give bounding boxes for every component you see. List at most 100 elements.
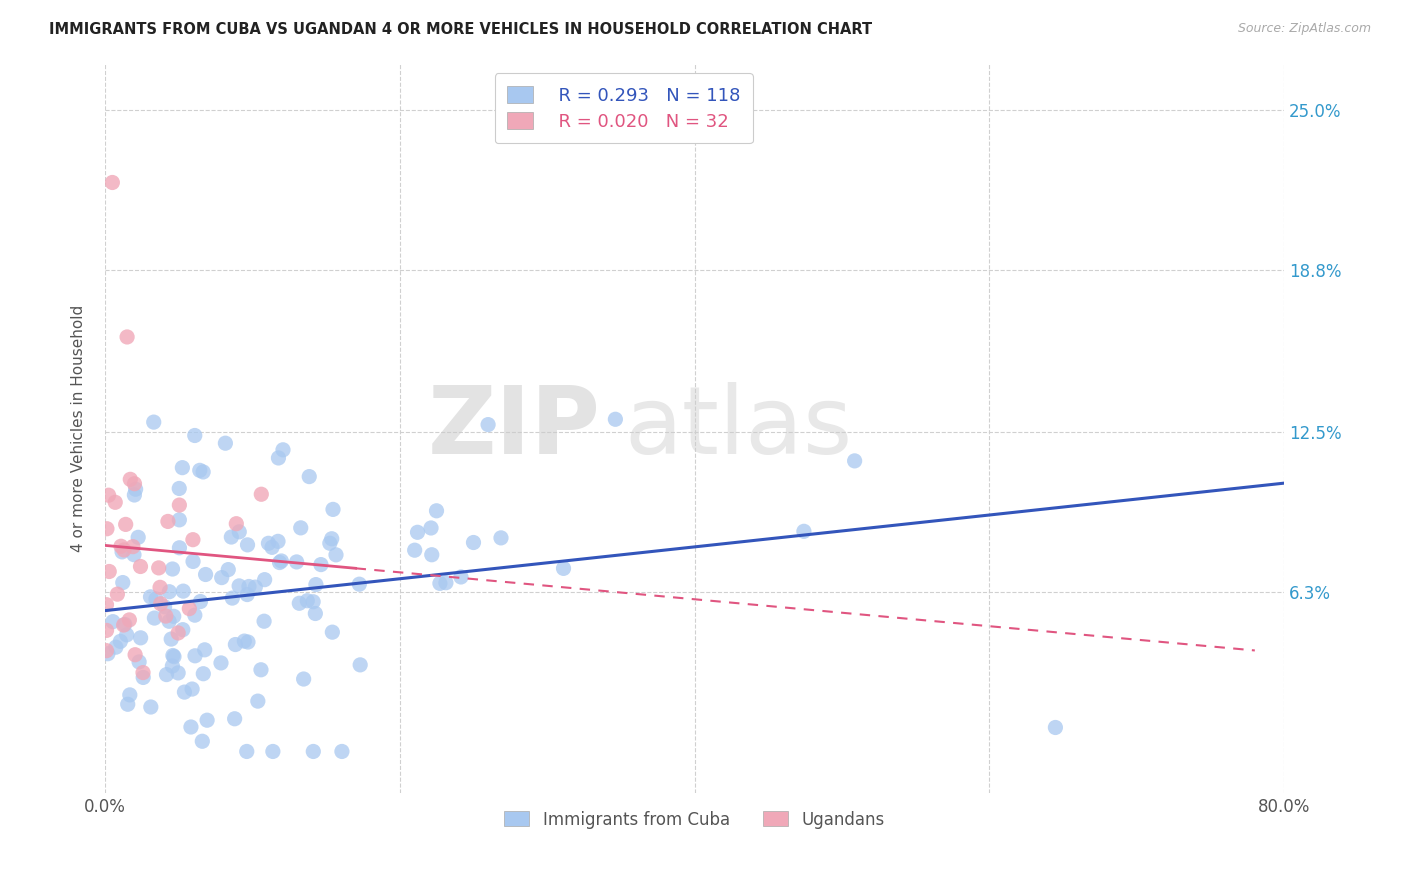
Point <box>194 567 217 582</box>
Point <box>163 609 186 624</box>
Point <box>181 554 204 568</box>
Point <box>101 615 124 629</box>
Point <box>191 734 214 748</box>
Point <box>209 656 232 670</box>
Point <box>142 415 165 429</box>
Point <box>104 640 127 655</box>
Point <box>149 597 172 611</box>
Point <box>104 495 127 509</box>
Point <box>429 576 451 591</box>
Point <box>98 565 121 579</box>
Point <box>167 665 190 680</box>
Point <box>118 688 141 702</box>
Point <box>250 487 273 501</box>
Point <box>406 525 429 540</box>
Point <box>553 561 575 575</box>
Point <box>169 513 191 527</box>
Point <box>349 577 371 591</box>
Point <box>111 545 134 559</box>
Point <box>101 176 124 190</box>
Point <box>110 539 132 553</box>
Point <box>129 559 152 574</box>
Point <box>173 685 195 699</box>
Point <box>124 648 146 662</box>
Point <box>181 533 204 547</box>
Point <box>122 540 145 554</box>
Point <box>128 655 150 669</box>
Point <box>425 504 447 518</box>
Point <box>169 541 191 555</box>
Point <box>112 543 135 558</box>
Point <box>420 521 443 535</box>
Point <box>193 666 215 681</box>
Point <box>155 667 177 681</box>
Point <box>120 472 142 486</box>
Point <box>214 436 236 450</box>
Point <box>290 521 312 535</box>
Point <box>221 530 243 544</box>
Point <box>321 625 343 640</box>
Point <box>188 463 211 477</box>
Legend: Immigrants from Cuba, Ugandans: Immigrants from Cuba, Ugandans <box>498 804 891 835</box>
Point <box>167 626 190 640</box>
Point <box>110 634 132 648</box>
Point <box>184 608 207 623</box>
Point <box>180 720 202 734</box>
Point <box>124 488 146 502</box>
Point <box>302 744 325 758</box>
Point <box>305 577 328 591</box>
Point <box>228 524 250 539</box>
Point <box>195 713 218 727</box>
Point <box>96 624 118 638</box>
Point <box>330 744 353 758</box>
Point <box>236 635 259 649</box>
Point <box>162 659 184 673</box>
Point <box>97 488 120 502</box>
Point <box>112 618 135 632</box>
Point <box>129 631 152 645</box>
Point <box>162 562 184 576</box>
Point <box>184 648 207 663</box>
Point <box>325 548 347 562</box>
Point <box>132 670 155 684</box>
Point <box>115 330 138 344</box>
Point <box>269 556 291 570</box>
Point <box>124 476 146 491</box>
Point <box>236 744 259 758</box>
Point <box>191 465 214 479</box>
Point <box>262 744 284 758</box>
Point <box>148 561 170 575</box>
Point <box>233 634 256 648</box>
Point <box>115 628 138 642</box>
Point <box>450 570 472 584</box>
Point <box>322 502 344 516</box>
Point <box>1045 721 1067 735</box>
Point <box>139 590 162 604</box>
Point <box>292 672 315 686</box>
Point <box>167 482 190 496</box>
Point <box>288 596 311 610</box>
Point <box>114 617 136 632</box>
Point <box>145 591 167 606</box>
Point <box>122 548 145 562</box>
Point <box>253 614 276 628</box>
Point <box>302 595 325 609</box>
Point <box>114 517 136 532</box>
Point <box>155 609 177 624</box>
Point <box>163 649 186 664</box>
Point <box>844 454 866 468</box>
Point <box>605 412 627 426</box>
Text: IMMIGRANTS FROM CUBA VS UGANDAN 4 OR MORE VEHICLES IN HOUSEHOLD CORRELATION CHAR: IMMIGRANTS FROM CUBA VS UGANDAN 4 OR MOR… <box>49 22 872 37</box>
Point <box>793 524 815 539</box>
Point <box>181 681 204 696</box>
Point <box>309 558 332 572</box>
Text: atlas: atlas <box>624 383 852 475</box>
Point <box>211 571 233 585</box>
Text: Source: ZipAtlas.com: Source: ZipAtlas.com <box>1237 22 1371 36</box>
Point <box>221 591 243 606</box>
Point <box>111 575 134 590</box>
Point <box>160 632 183 646</box>
Point <box>162 648 184 663</box>
Point <box>157 584 180 599</box>
Point <box>96 598 118 612</box>
